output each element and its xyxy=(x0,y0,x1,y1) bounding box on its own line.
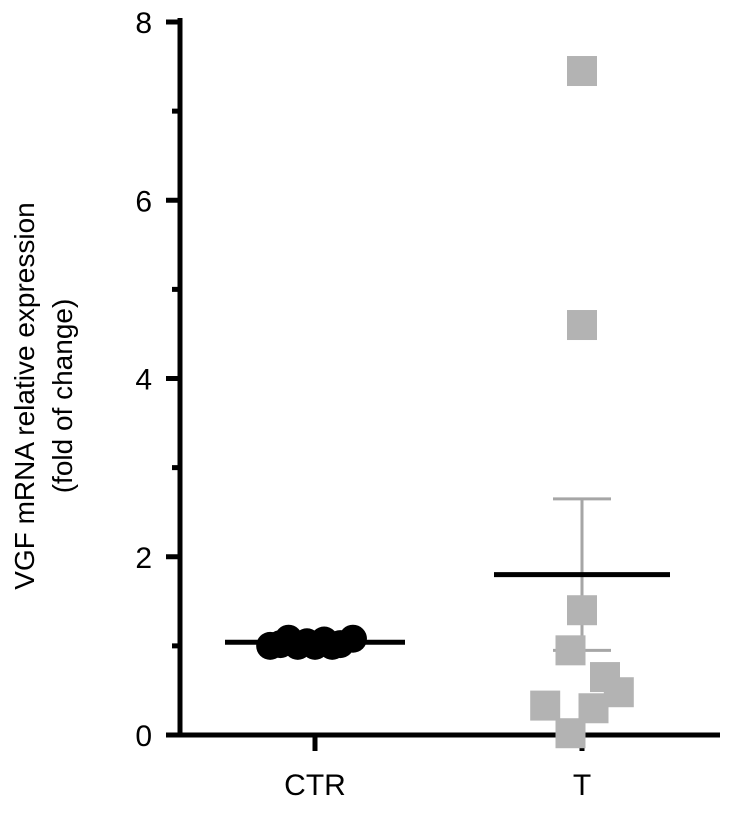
y-tick-label: 2 xyxy=(135,542,152,575)
y-axis-label: VGF mRNA relative expression (fold of ch… xyxy=(9,202,78,589)
data-point-square xyxy=(567,56,597,87)
y-tick-label: 8 xyxy=(135,7,152,40)
data-point-square xyxy=(567,310,597,341)
data-point-square xyxy=(567,595,597,626)
y-axis-label-line1: VGF mRNA relative expression xyxy=(9,202,40,589)
y-tick-label: 6 xyxy=(135,185,152,218)
y-ticks: 0 2 4 6 8 xyxy=(135,7,180,753)
y-tick-label: 4 xyxy=(135,364,152,397)
data-marks xyxy=(225,56,670,749)
data-point-square xyxy=(530,690,561,721)
axes xyxy=(177,18,720,738)
x-tick-label: CTR xyxy=(284,769,346,802)
x-tick-label: T xyxy=(573,769,591,802)
data-point-circle xyxy=(338,624,367,653)
data-point-square xyxy=(555,718,586,749)
x-tick-labels: CTR T xyxy=(284,735,591,802)
data-point-square xyxy=(555,635,586,666)
data-point-square xyxy=(603,677,634,708)
y-axis-label-line2: (fold of change) xyxy=(47,299,78,494)
y-tick-label: 0 xyxy=(135,720,152,753)
